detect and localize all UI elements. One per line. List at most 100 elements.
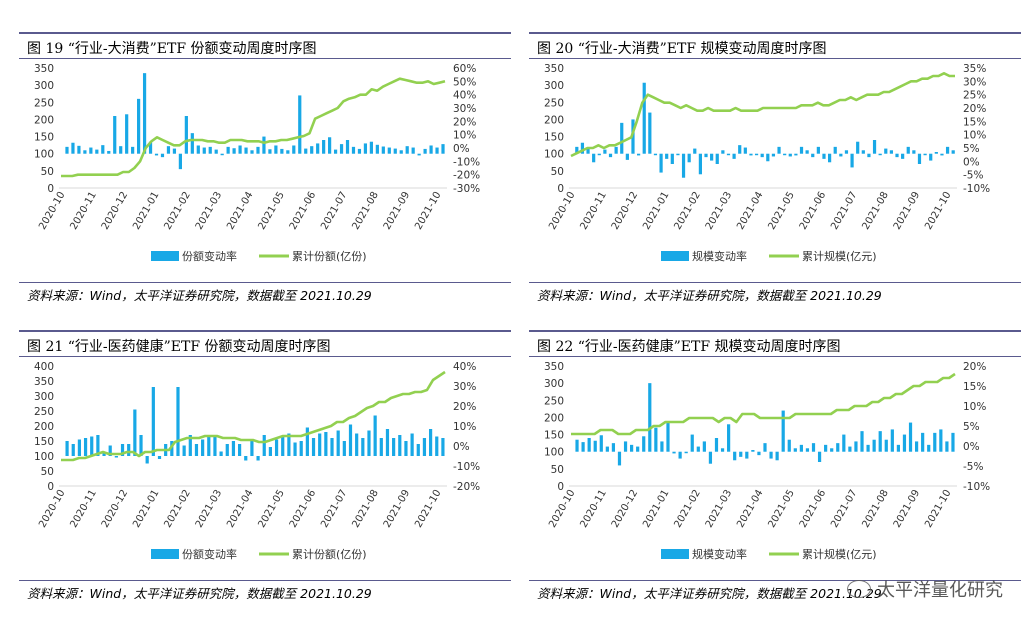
bar xyxy=(816,146,820,154)
bar xyxy=(842,434,846,452)
x-tick-label: 2021-10 xyxy=(413,190,443,232)
bar xyxy=(850,153,854,168)
bar xyxy=(219,451,223,456)
bar xyxy=(83,438,88,456)
bar xyxy=(630,444,634,452)
bar xyxy=(901,153,905,159)
bar xyxy=(363,143,368,154)
left-tick-label: 50 xyxy=(41,466,54,478)
x-tick-label: 2021-02 xyxy=(673,190,703,232)
panel-title-rule xyxy=(529,356,1021,357)
bar xyxy=(836,443,840,452)
bar xyxy=(805,448,810,452)
bar xyxy=(902,434,907,452)
x-tick-label: 2021-06 xyxy=(288,488,318,530)
bar xyxy=(830,448,834,452)
bar xyxy=(305,427,309,456)
x-tick-label: 2021-10 xyxy=(923,488,953,530)
bar xyxy=(196,145,200,154)
bar xyxy=(940,153,944,156)
bar xyxy=(906,146,910,154)
bar xyxy=(951,432,955,452)
bar xyxy=(665,153,669,159)
right-tick-label: 0% xyxy=(963,156,980,168)
bar xyxy=(435,436,439,456)
bar xyxy=(387,147,391,154)
bar xyxy=(355,433,359,456)
right-tick-label: -30% xyxy=(453,183,480,195)
bar xyxy=(580,142,585,154)
bar xyxy=(293,442,297,456)
x-tick-label: 2021-08 xyxy=(861,488,891,530)
panel-bottom-rule xyxy=(529,282,1021,283)
bar xyxy=(381,146,385,154)
bar xyxy=(605,446,609,452)
bar xyxy=(951,150,955,154)
bar xyxy=(237,444,242,456)
bar xyxy=(262,136,266,154)
bar xyxy=(373,415,377,456)
bar xyxy=(268,149,272,154)
bar xyxy=(908,422,913,452)
left-tick-label: 250 xyxy=(544,395,564,407)
bar xyxy=(599,435,603,452)
x-tick-label: 2021-08 xyxy=(861,190,891,232)
bar xyxy=(681,153,686,178)
right-tick-label: 40% xyxy=(453,361,476,373)
left-tick-label: 0 xyxy=(557,481,564,493)
bar xyxy=(878,431,882,452)
bar xyxy=(945,146,950,154)
bar xyxy=(226,146,230,154)
bar xyxy=(856,141,860,154)
bar xyxy=(799,444,803,452)
bar xyxy=(637,153,641,156)
bar xyxy=(775,451,779,461)
watermark-text: 太平洋量化研究 xyxy=(877,580,1003,601)
right-tick-label: -10% xyxy=(963,481,990,493)
panel-title-rule xyxy=(529,58,1021,59)
left-tick-label: 100 xyxy=(544,149,564,161)
bar xyxy=(648,112,652,154)
right-tick-label: 25% xyxy=(963,90,986,102)
right-tick-label: 15% xyxy=(963,116,986,128)
bar xyxy=(720,448,725,452)
bar xyxy=(170,441,174,456)
bar xyxy=(923,153,927,156)
chart-title: 图 21 “行业-医药健康”ETF 份额变动周度时序图 xyxy=(27,339,331,355)
right-tick-label: 30% xyxy=(963,76,986,88)
cumulative-line xyxy=(61,77,446,178)
bar xyxy=(895,153,899,158)
bar xyxy=(231,441,236,456)
bar xyxy=(678,451,682,459)
bar xyxy=(375,144,379,154)
bar xyxy=(676,153,680,156)
bar xyxy=(157,456,162,459)
bar xyxy=(392,438,396,456)
bar xyxy=(727,424,731,452)
bar xyxy=(788,153,792,157)
x-tick-label: 2020-11 xyxy=(69,488,99,530)
bar xyxy=(771,153,776,157)
bar xyxy=(113,116,117,154)
x-tick-label: 2021-10 xyxy=(923,190,953,232)
x-tick-label: 2021-03 xyxy=(194,190,224,232)
x-tick-label: 2021-01 xyxy=(131,488,161,530)
left-tick-label: 200 xyxy=(544,412,564,424)
x-tick-label: 2021-05 xyxy=(767,190,797,232)
bar xyxy=(702,441,706,452)
bar xyxy=(654,427,658,452)
bar xyxy=(310,146,314,154)
bar xyxy=(262,435,266,456)
bar xyxy=(794,153,798,156)
bar xyxy=(586,147,590,154)
right-tick-label: 20% xyxy=(963,361,986,373)
bar xyxy=(787,439,791,452)
bar xyxy=(172,148,177,154)
right-tick-label: -10% xyxy=(963,183,990,195)
x-tick-label: 2021-09 xyxy=(892,488,922,530)
legend-line-label: 累计规模(亿元) xyxy=(802,249,877,263)
bar xyxy=(636,446,640,452)
left-tick-label: 300 xyxy=(544,80,564,92)
bar xyxy=(133,409,137,456)
bar xyxy=(696,446,700,452)
